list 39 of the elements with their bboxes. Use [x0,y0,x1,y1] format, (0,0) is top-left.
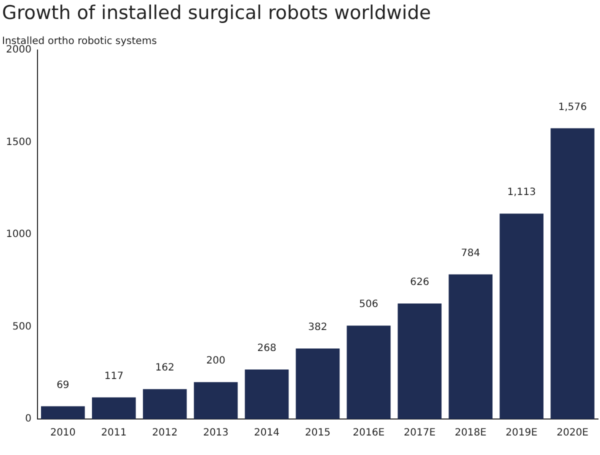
data-label: 626 [410,277,430,288]
bar [346,326,391,419]
x-tick-label: 2012 [152,428,178,439]
y-tick-label: 500 [12,321,32,332]
bar [296,348,340,419]
chart-title: Growth of installed surgical robots worldwide [2,2,431,24]
x-tick-label: 2014 [254,428,280,439]
data-label: 382 [308,322,328,334]
data-label: 162 [155,362,174,374]
data-label: 268 [257,343,276,354]
bar [500,214,544,419]
data-label: 506 [359,299,378,310]
data-label: 1,576 [558,102,587,113]
x-tick-label: 2017E [404,428,436,439]
y-tick-label: 0 [25,414,32,425]
bar [41,406,85,419]
x-tick-label: 2010 [50,428,76,439]
bar [142,389,187,419]
bar [448,274,493,419]
x-tick-label: 2018E [454,428,486,439]
bar [550,128,594,419]
x-tick-label: 2015 [305,428,330,439]
x-tick-label: 2019E [506,428,538,439]
data-label: 200 [206,356,226,367]
y-tick-label: 2000 [6,44,32,56]
data-label: 784 [461,248,480,259]
data-label: 117 [104,371,124,382]
bar [194,382,238,419]
x-tick-label: 2011 [101,428,127,439]
bar [398,304,442,419]
bar [92,397,136,419]
x-tick-label: 2020E [556,428,588,439]
x-tick-label: 2013 [203,428,229,439]
data-label: 1,113 [507,187,536,198]
bar [244,370,289,419]
data-label: 69 [56,380,70,391]
y-tick-label: 1000 [6,229,32,240]
y-tick-label: 1500 [6,136,32,148]
x-tick-label: 2016E [352,428,385,439]
